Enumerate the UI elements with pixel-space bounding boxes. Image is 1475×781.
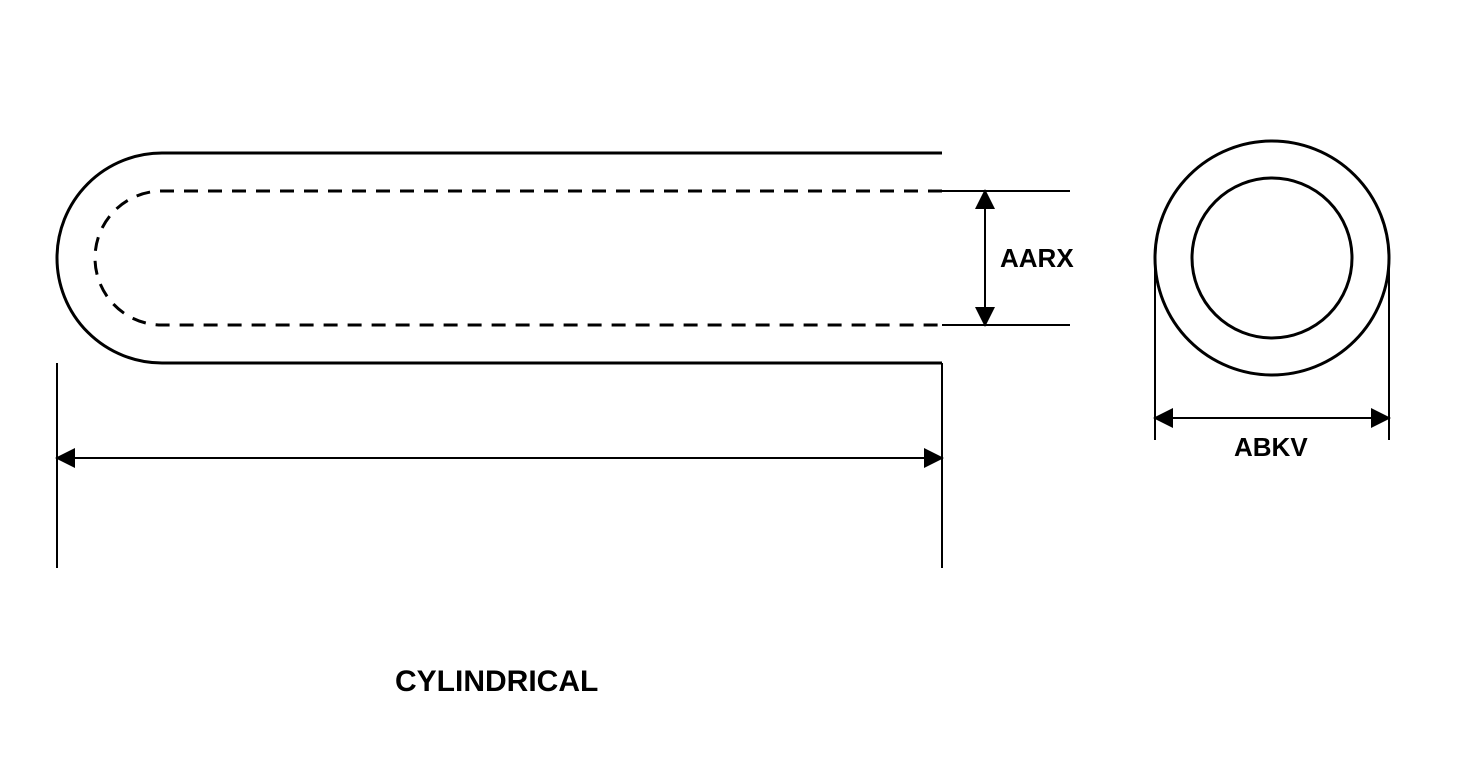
- drawing-canvas: AARX ABKV CYLINDRICAL: [0, 0, 1475, 776]
- abkv-label: ABKV: [1234, 432, 1308, 463]
- diagram-title: CYLINDRICAL: [395, 665, 598, 699]
- aarx-label: AARX: [1000, 243, 1074, 274]
- diagram-svg: [0, 0, 1475, 776]
- end-view-inner: [1192, 178, 1352, 338]
- end-view-outer: [1155, 141, 1389, 375]
- side-view-outer: [57, 153, 942, 363]
- side-view-inner: [95, 191, 942, 325]
